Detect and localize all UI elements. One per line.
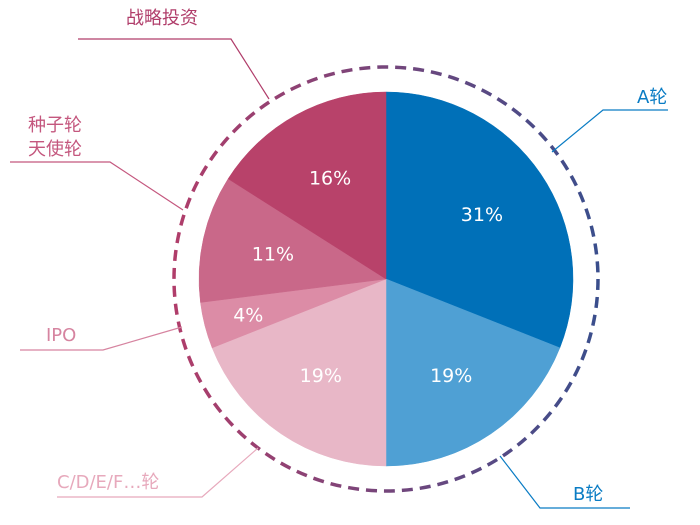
- callout-line-strategic: [78, 38, 270, 100]
- category-label-cdef-round: C/D/E/F…轮: [57, 472, 159, 493]
- slice-value-label-strategic: 16%: [309, 167, 351, 189]
- slice-value-label-seed-angel: 11%: [252, 244, 294, 266]
- slice-value-label-cdef-round: 19%: [300, 365, 342, 387]
- pie-slice-strategic: [227, 91, 387, 280]
- slice-value-label-ipo: 4%: [233, 304, 263, 326]
- callout-line-b-round: [499, 455, 630, 509]
- callout-line-seed-angel: [10, 161, 184, 211]
- category-label-seed-angel: 种子轮天使轮: [28, 115, 82, 160]
- callout-line-ipo: [20, 326, 183, 351]
- slice-value-label-a-round: 31%: [461, 204, 503, 226]
- pie-slice-seed-angel: [198, 178, 387, 303]
- slice-value-label-b-round: 19%: [430, 365, 472, 387]
- pie-slice-b-round: [385, 278, 561, 467]
- category-label-a-round: A轮: [637, 87, 667, 108]
- category-label-b-round: B轮: [573, 484, 603, 505]
- dashed-ring: [172, 65, 600, 493]
- pie-slice-a-round: [385, 91, 574, 349]
- pie-slice-cdef-round: [211, 278, 387, 467]
- callout-line-cdef-round: [57, 447, 259, 498]
- category-label-strategic: 战略投资: [126, 8, 198, 29]
- category-label-ipo: IPO: [46, 325, 76, 346]
- callout-line-a-round: [551, 109, 668, 153]
